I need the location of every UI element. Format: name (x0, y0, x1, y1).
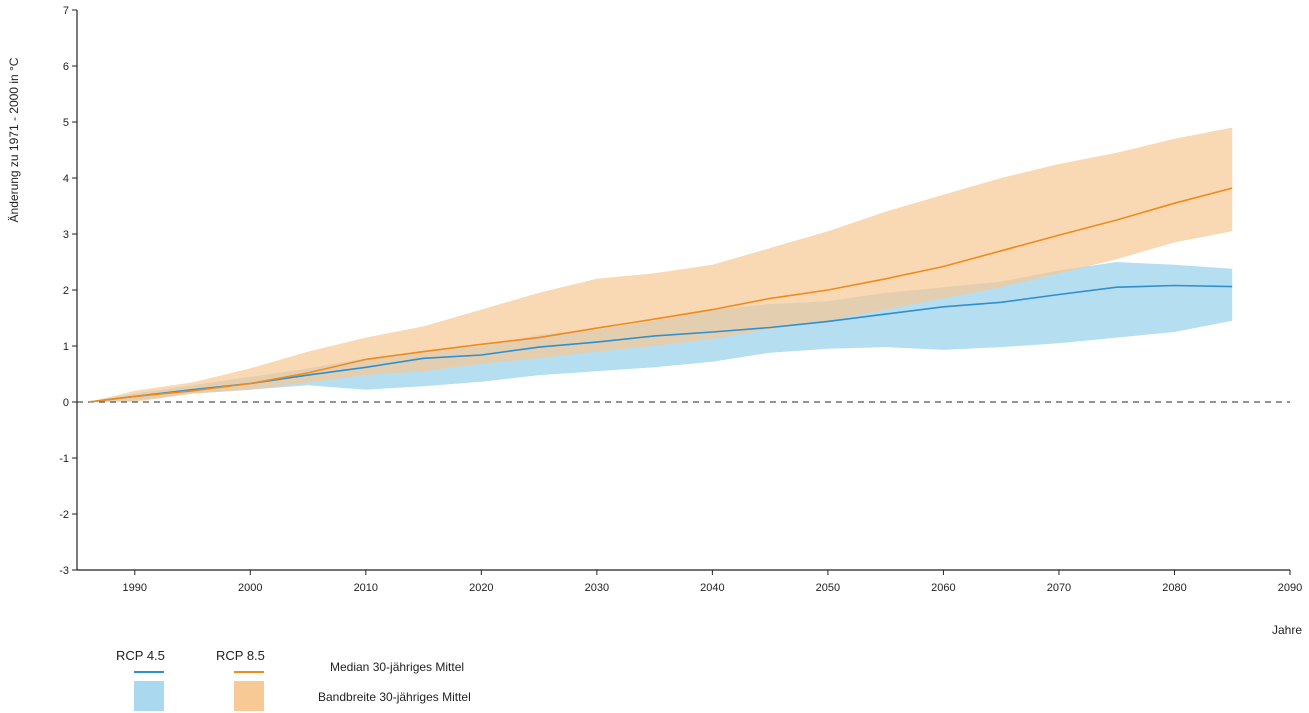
y-tick-label: -2 (59, 509, 69, 521)
uncertainty-bands (88, 127, 1233, 402)
y-tick-label: 3 (63, 229, 69, 241)
legend-rcp85-label: RCP 8.5 (216, 648, 265, 663)
y-axis-title: Änderung zu 1971 - 2000 in °C (7, 57, 21, 222)
y-tick-label: -3 (59, 565, 69, 577)
x-tick-label: 2050 (816, 582, 840, 594)
x-tick-label: 2090 (1278, 582, 1302, 594)
y-tick-label: 5 (63, 117, 69, 129)
x-tick-label: 2070 (1047, 582, 1071, 594)
y-tick-label: 7 (63, 5, 69, 17)
temperature-change-chart: -3 -2 -1 0 1 2 3 4 5 6 7 1990 2000 2010 2020 2030 2040 20… (7, 5, 1302, 637)
legend-median-description: Median 30-jähriges Mittel (330, 660, 465, 674)
x-tick-label: 1990 (123, 582, 147, 594)
median-line-rcp-8-5 (88, 187, 1233, 403)
y-tick-label: 6 (63, 61, 69, 73)
x-tick-label: 2060 (931, 582, 955, 594)
legend-rcp45-label: RCP 4.5 (116, 648, 165, 663)
legend-rcp45-band-swatch (134, 681, 164, 711)
median-lines (88, 187, 1233, 403)
legend-rcp45-median-swatch (134, 671, 164, 673)
x-tick-label: 2010 (354, 582, 378, 594)
x-tick-label: 2020 (469, 582, 493, 594)
y-tick-label: 1 (63, 341, 69, 353)
legend-band-description: Bandbreite 30-jähriges Mittel (318, 690, 471, 704)
x-tick-label: 2040 (700, 582, 724, 594)
y-tick-label: 2 (63, 285, 69, 297)
y-tick-label: 4 (63, 173, 69, 185)
band-rcp-8-5 (88, 127, 1233, 402)
x-axis-title: Jahre (1272, 623, 1302, 637)
y-tick-label: 0 (63, 397, 69, 409)
legend-rcp85-median-swatch (234, 671, 264, 673)
y-tick-label: -1 (59, 453, 69, 465)
legend-rcp85-band-swatch (234, 681, 264, 711)
x-tick-label: 2030 (585, 582, 609, 594)
x-tick-label: 2000 (238, 582, 262, 594)
axis-ticks: -3 -2 -1 0 1 2 3 4 5 6 7 1990 2000 2010 2020 2030 2040 20… (59, 5, 1302, 594)
x-tick-label: 2080 (1162, 582, 1186, 594)
legend: RCP 4.5 RCP 8.5 Median 30-jähriges Mitte… (0, 640, 700, 713)
